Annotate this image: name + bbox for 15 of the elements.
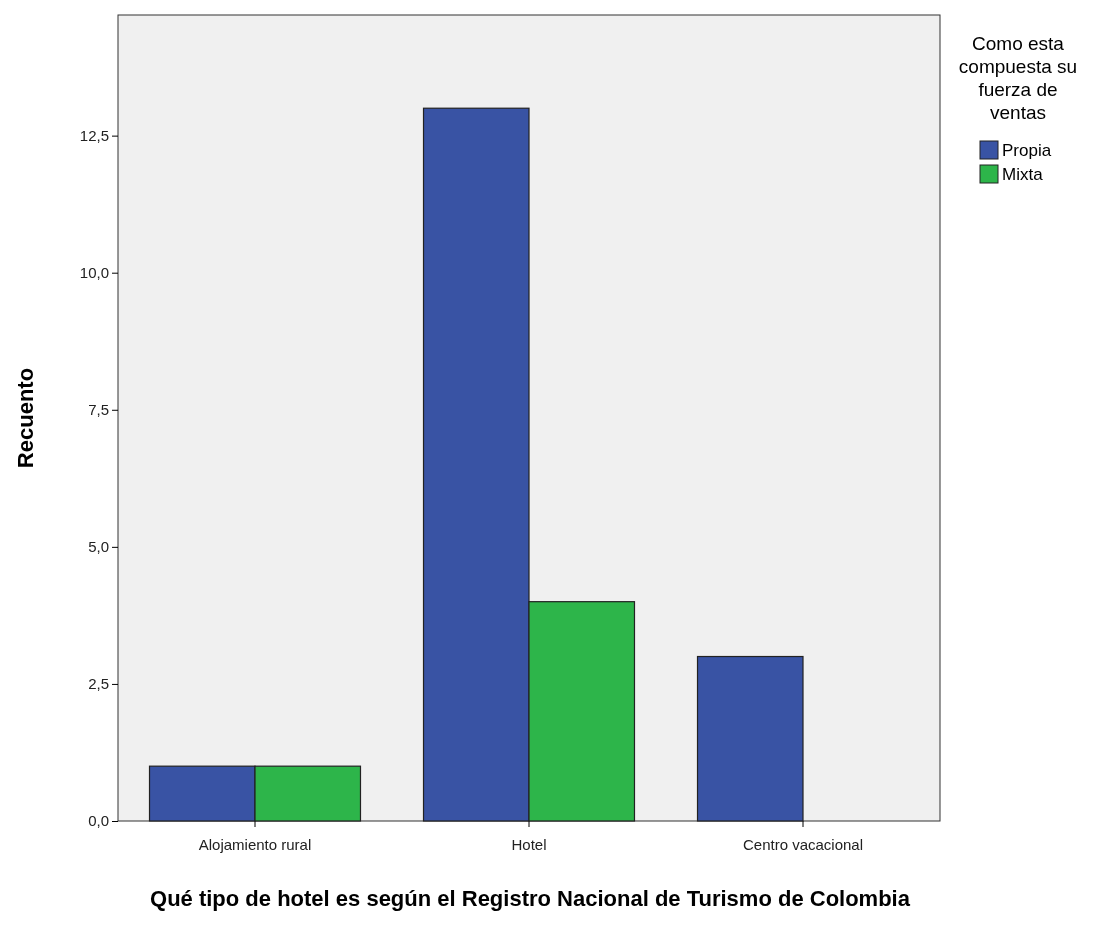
legend-title: Como esta compuesta su fuerza de ventas [958,33,1078,123]
x-tick-label: Alojamiento rural [198,835,312,853]
y-tick-label: 7,5 [88,401,109,419]
y-tick-label: 12,5 [79,126,109,144]
y-tick-label: 0,0 [88,812,109,830]
y-tick-label: 5,0 [88,538,109,556]
x-axis-title: Qué tipo de hotel es según el Registro Nacional de Turismo de Colombia [150,886,911,911]
legend-label: Mixta [1002,165,1044,184]
y-axis-title: Recuento [13,367,38,469]
legend-label: Propia [1002,141,1052,160]
y-tick-label: 10,0 [79,264,109,281]
x-tick-label: Centro vacacional [742,835,864,853]
y-tick-label: 2,5 [88,675,109,693]
x-tick-label: Hotel [511,835,547,853]
bar [696,655,804,822]
